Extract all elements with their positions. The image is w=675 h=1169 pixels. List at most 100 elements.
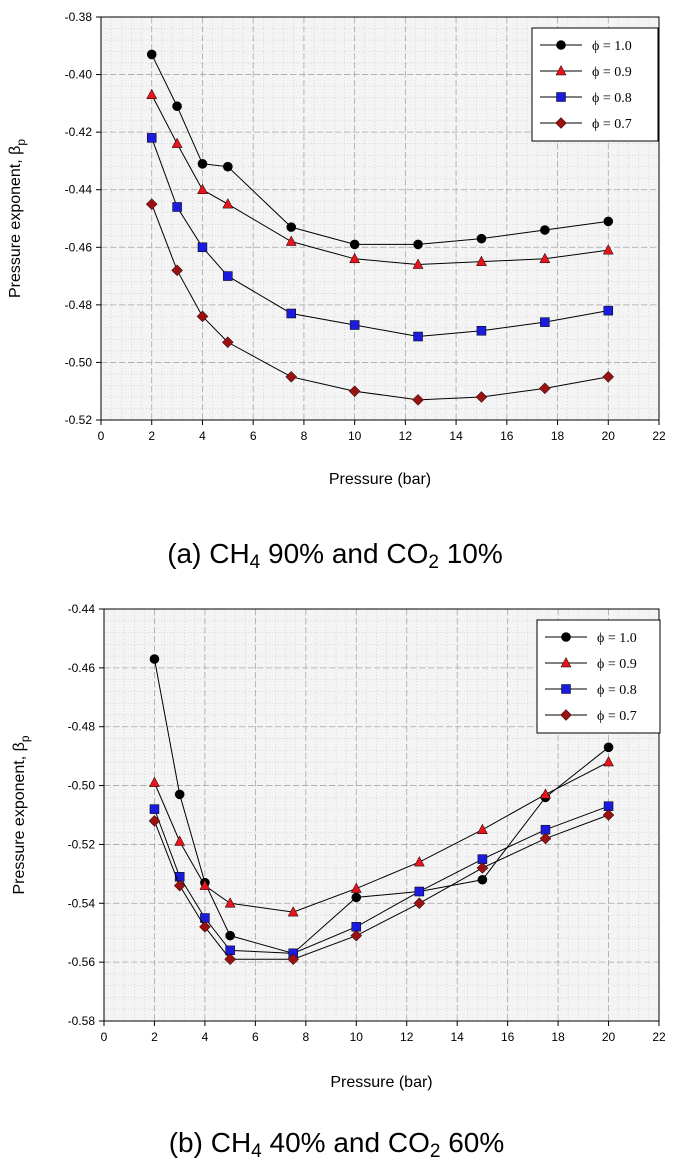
x-tick-label: 16	[500, 429, 514, 443]
data-point-square	[413, 331, 423, 342]
data-point-circle	[349, 239, 360, 250]
y-tick-label: -0.58	[68, 1014, 96, 1028]
y-axis-label-main: Pressure exponent, β	[11, 742, 28, 894]
data-point-triangle	[476, 823, 488, 834]
y-tick-label: -0.52	[65, 413, 93, 427]
data-point-circle	[351, 892, 362, 903]
caption-subscript: 4	[251, 1141, 262, 1162]
y-tick-label: -0.44	[65, 183, 93, 197]
data-point-circle	[172, 101, 182, 112]
legend-label: ϕ = 1.0	[597, 631, 637, 646]
data-point-triangle	[287, 906, 299, 917]
data-point-triangle	[149, 776, 160, 787]
data-point-circle	[603, 742, 614, 753]
data-point-diamond	[145, 198, 158, 210]
data-point-circle	[223, 161, 233, 172]
y-axis-label: Pressure exponent, βp	[11, 735, 32, 894]
series-line	[151, 54, 609, 245]
y-tick-label: -0.52	[68, 837, 96, 851]
data-point-square	[556, 92, 566, 102]
data-point-square	[540, 317, 550, 327]
data-point-diamond	[475, 391, 488, 403]
data-point-square	[476, 326, 487, 336]
legend-label: ϕ = 0.7	[597, 709, 637, 724]
data-point-square	[146, 133, 157, 143]
caption-part: 60%	[440, 1127, 504, 1158]
y-tick-label: -0.48	[68, 720, 96, 734]
legend-label: ϕ = 0.8	[592, 91, 632, 106]
data-point-diamond	[555, 117, 567, 129]
x-tick-label: 20	[602, 1030, 616, 1044]
x-tick-label: 18	[551, 1030, 565, 1044]
data-point-triangle	[174, 835, 186, 846]
series-diamond	[148, 809, 615, 966]
data-point-diamond	[148, 815, 161, 827]
data-point-triangle	[197, 183, 208, 194]
y-tick-label: -0.44	[68, 602, 96, 616]
data-point-triangle	[222, 198, 234, 209]
data-point-circle	[197, 159, 208, 169]
x-tick-label: 18	[551, 429, 565, 443]
series-diamond	[145, 198, 615, 406]
data-point-diamond	[350, 929, 363, 942]
legend-box	[536, 619, 661, 734]
data-point-diamond	[285, 370, 298, 383]
data-point-diamond	[602, 370, 615, 383]
panel-caption: (a) CH4 90% and CO2 10%	[167, 538, 503, 573]
y-axis-label-main: Pressure exponent, β	[7, 146, 24, 298]
series-square	[149, 801, 614, 959]
x-tick-label: 12	[400, 1030, 414, 1044]
legend-label: ϕ = 0.9	[597, 657, 637, 672]
series-triangle	[149, 755, 614, 917]
series-line	[151, 203, 609, 401]
series-line	[153, 814, 609, 960]
data-point-square	[223, 271, 233, 281]
y-axis-label-sub: p	[14, 139, 28, 146]
data-point-square	[603, 305, 614, 316]
y-axis-label-sub: p	[18, 735, 32, 742]
x-tick-label: 22	[652, 1030, 666, 1044]
plot-frame	[100, 16, 660, 421]
minor-grid	[100, 16, 660, 421]
data-point-triangle	[539, 252, 551, 264]
y-tick-label: -0.50	[65, 355, 93, 369]
x-tick-label: 10	[350, 1030, 364, 1044]
y-tick-label: -0.46	[68, 661, 96, 675]
chart-panel-b: 0 2 4 6 8 10 12 14 16 18 20 22 -0.44 -0.46 -0.48 -0.50 -…	[11, 602, 666, 1162]
data-point-triangle	[555, 64, 567, 76]
panel-caption: (b) CH4 40% and CO2 60%	[169, 1127, 505, 1162]
legend-label: ϕ = 0.7	[592, 117, 632, 132]
x-tick-label: 8	[302, 1030, 309, 1044]
y-tick-label: -0.46	[65, 240, 93, 254]
data-point-diamond	[602, 809, 615, 821]
legend-label: ϕ = 0.9	[592, 65, 632, 80]
legend-label: ϕ = 0.8	[597, 683, 637, 698]
x-axis-label: Pressure (bar)	[329, 471, 431, 488]
x-tick-label: 0	[98, 429, 105, 443]
series-line	[151, 137, 609, 338]
x-tick-label: 12	[399, 429, 413, 443]
legend: ϕ = 1.0 ϕ = 0.9 ϕ = 0.8 ϕ = 0.7	[536, 619, 661, 734]
data-point-diamond	[173, 879, 186, 892]
data-point-square	[561, 684, 571, 694]
data-point-circle	[413, 239, 423, 250]
data-point-square	[286, 308, 296, 319]
data-point-triangle	[350, 882, 362, 893]
series-line	[153, 805, 609, 954]
caption-part: (b) CH	[169, 1127, 251, 1158]
data-point-triangle	[603, 755, 614, 767]
chart-panel-a: 0 2 4 6 8 10 12 14 16 18 20 22 -0.38 -0.40 -0.42 -0.44 -…	[7, 10, 666, 573]
data-point-triangle	[413, 856, 425, 867]
data-point-triangle	[412, 258, 424, 269]
data-point-triangle	[476, 255, 487, 266]
data-point-diamond	[348, 385, 361, 398]
plot-frame	[103, 608, 660, 1022]
data-point-diamond	[171, 264, 183, 277]
x-tick-label: 4	[202, 1030, 209, 1044]
data-point-diamond	[412, 393, 424, 406]
legend-box	[531, 27, 659, 142]
caption-part: 10%	[439, 538, 503, 569]
data-point-square	[172, 202, 182, 212]
series-line	[153, 658, 609, 954]
